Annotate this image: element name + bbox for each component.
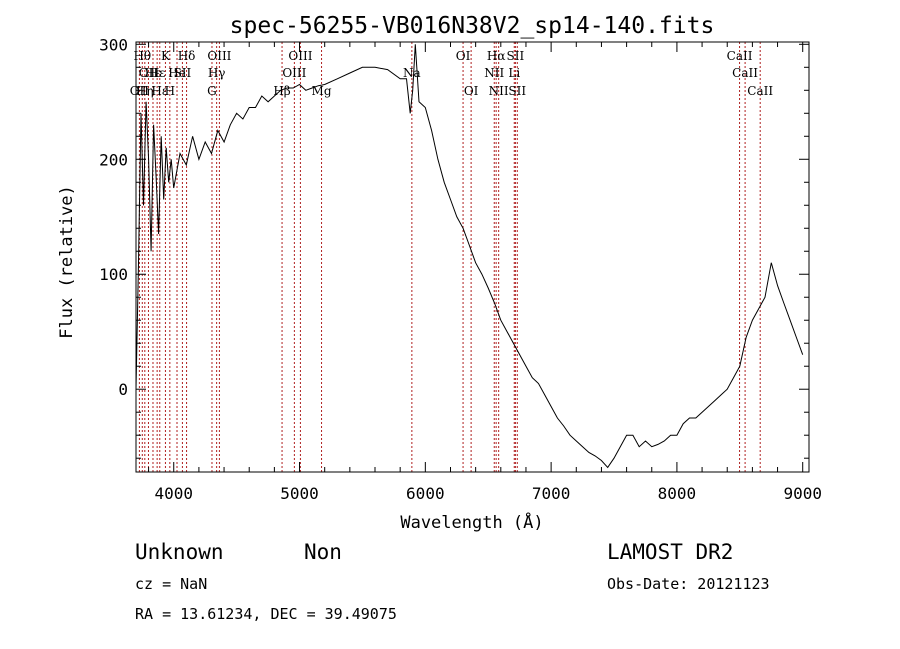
x-tick-label-0: 4000 <box>154 484 193 503</box>
x-axis-ticks: 4000 5000 6000 7000 8000 9000 <box>149 42 822 503</box>
x-tick-label-4: 8000 <box>658 484 697 503</box>
line-label-16: OIII <box>282 66 306 80</box>
line-label-17: OIII <box>288 49 312 63</box>
x-tick-label-3: 7000 <box>532 484 571 503</box>
chart-title: spec-56255-VB016N38V2_sp14-140.fits <box>230 13 715 39</box>
line-label-27: SII <box>508 84 526 98</box>
spectrum-line <box>136 44 803 467</box>
line-label-20: OI <box>456 49 471 63</box>
x-tick-label-1: 5000 <box>280 484 319 503</box>
spectral-line-markers <box>139 42 760 472</box>
line-label-8: H <box>165 84 175 98</box>
line-label-28: CaII <box>727 49 753 63</box>
y-tick-label-2: 200 <box>99 150 128 169</box>
spectral-line-labels: OIIHθHηOIIHεHεHεKHHeSIIHδGHγOIIIHβOIIIOI… <box>130 49 774 98</box>
object-class: Unknown <box>135 540 224 564</box>
line-label-25: Li <box>508 66 520 80</box>
line-label-11: Hδ <box>178 49 196 63</box>
line-label-29: CaII <box>732 66 758 80</box>
y-axis-ticks: 0 100 200 300 <box>99 35 809 458</box>
line-label-21: OI <box>464 84 479 98</box>
line-label-15: Hβ <box>273 84 290 98</box>
line-label-24: NII <box>489 84 509 98</box>
x-tick-label-2: 6000 <box>406 484 445 503</box>
y-tick-label-0: 0 <box>118 380 128 399</box>
y-tick-label-1: 100 <box>99 265 128 284</box>
line-label-19: Na <box>403 66 421 80</box>
redshift-text: cz = NaN <box>135 575 207 593</box>
line-label-22: NII <box>484 66 504 80</box>
line-label-30: CaII <box>747 84 773 98</box>
y-tick-label-3: 300 <box>99 35 128 54</box>
line-label-18: Mg <box>312 84 332 98</box>
line-label-12: G <box>207 84 217 98</box>
line-label-23: Hα <box>487 49 506 63</box>
plot-frame <box>136 42 809 472</box>
line-label-7: K <box>161 49 171 63</box>
line-label-5: Hε <box>149 66 166 80</box>
x-tick-label-5: 9000 <box>783 484 822 503</box>
line-label-26: SII <box>507 49 525 63</box>
line-label-10: SII <box>174 66 192 80</box>
y-axis-label: Flux (relative) <box>57 185 77 339</box>
line-label-14: OIII <box>207 49 231 63</box>
coordinates-text: RA = 13.61234, DEC = 39.49075 <box>135 605 397 623</box>
x-axis-label: Wavelength (Å) <box>400 511 543 533</box>
line-label-13: Hγ <box>208 66 226 80</box>
survey-name: LAMOST DR2 <box>607 540 733 564</box>
obs-date: Obs-Date: 20121123 <box>607 575 770 593</box>
object-subclass: Non <box>304 540 342 564</box>
